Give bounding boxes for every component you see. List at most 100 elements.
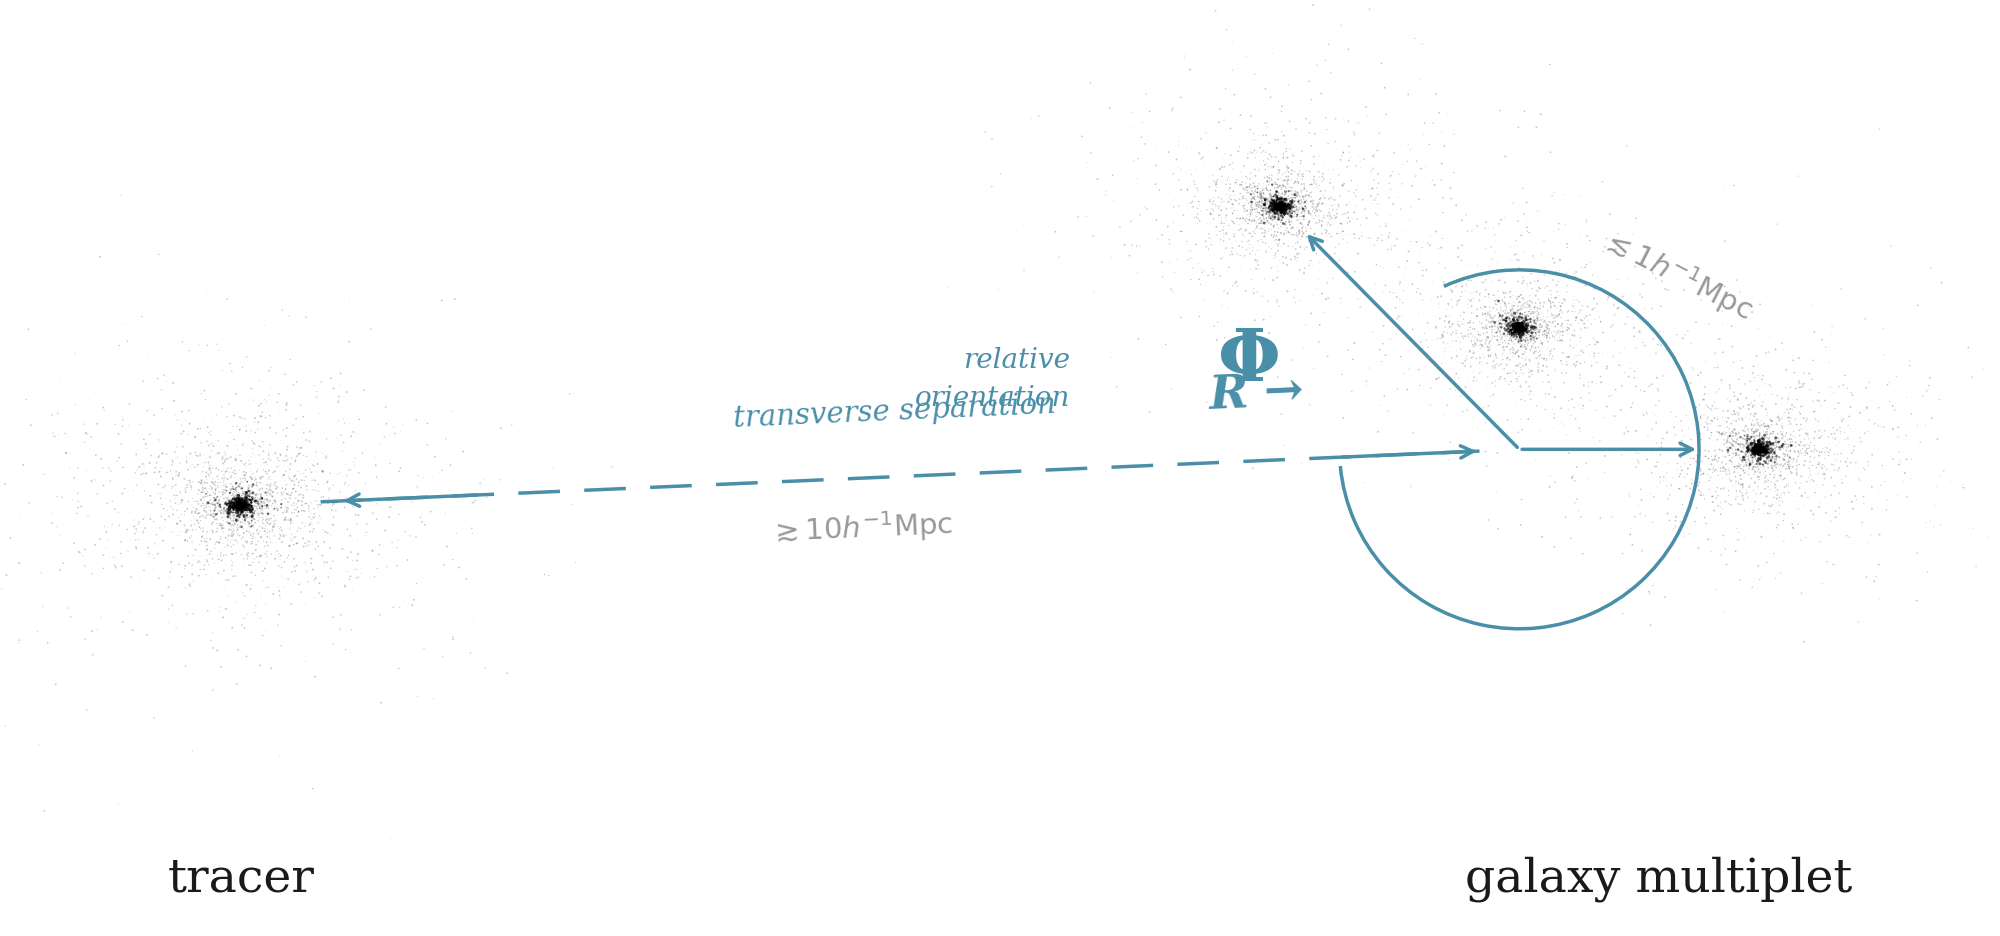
Point <box>142 477 174 492</box>
Point <box>196 515 228 530</box>
Point <box>1764 450 1796 465</box>
Point <box>1668 400 1700 415</box>
Point <box>1580 334 1612 349</box>
Point <box>1262 181 1294 196</box>
Point <box>1764 468 1796 483</box>
Point <box>1408 127 1440 142</box>
Point <box>1470 459 1502 474</box>
Point <box>1278 187 1310 202</box>
Point <box>218 501 250 516</box>
Point <box>1254 194 1286 209</box>
Point <box>266 488 298 503</box>
Point <box>1538 295 1570 310</box>
Point <box>1450 351 1482 366</box>
Point <box>1766 436 1798 451</box>
Point <box>222 491 254 506</box>
Point <box>1536 325 1568 340</box>
Point <box>1502 319 1534 334</box>
Point <box>1250 200 1282 215</box>
Point <box>1740 442 1772 457</box>
Point <box>1646 339 1678 354</box>
Point <box>1290 239 1322 254</box>
Point <box>1270 201 1302 216</box>
Point <box>1216 214 1248 229</box>
Point <box>1492 305 1524 320</box>
Point <box>1262 200 1294 215</box>
Point <box>1236 212 1268 227</box>
Point <box>1270 183 1302 198</box>
Point <box>194 481 226 496</box>
Point <box>270 466 302 481</box>
Point <box>1268 149 1300 164</box>
Point <box>226 519 258 534</box>
Point <box>1270 197 1302 212</box>
Point <box>226 498 258 513</box>
Point <box>134 489 166 504</box>
Point <box>1240 196 1272 211</box>
Point <box>1496 332 1528 347</box>
Point <box>1542 316 1574 331</box>
Point <box>222 518 254 533</box>
Point <box>1924 518 1956 533</box>
Point <box>1254 136 1286 151</box>
Point <box>1560 411 1592 426</box>
Point <box>1504 316 1536 331</box>
Point <box>220 490 252 505</box>
Point <box>1494 323 1526 338</box>
Point <box>1744 445 1776 460</box>
Point <box>250 485 282 500</box>
Point <box>266 534 298 549</box>
Point <box>252 525 284 540</box>
Point <box>158 479 190 494</box>
Point <box>1286 200 1318 215</box>
Point <box>1726 452 1758 467</box>
Point <box>1692 411 1724 426</box>
Point <box>1746 448 1778 463</box>
Point <box>232 516 264 531</box>
Point <box>1490 358 1522 373</box>
Point <box>1260 197 1292 212</box>
Point <box>1258 195 1290 210</box>
Point <box>1256 198 1288 213</box>
Point <box>1262 197 1294 212</box>
Point <box>122 461 154 476</box>
Point <box>1746 436 1778 451</box>
Point <box>1260 199 1292 214</box>
Point <box>1244 190 1276 205</box>
Point <box>1332 159 1364 174</box>
Point <box>1796 372 1828 387</box>
Point <box>1814 443 1846 458</box>
Point <box>1226 174 1258 189</box>
Point <box>1492 318 1524 333</box>
Point <box>1252 210 1284 225</box>
Point <box>242 477 274 492</box>
Point <box>1254 197 1286 212</box>
Point <box>1676 390 1708 405</box>
Point <box>1750 435 1782 450</box>
Point <box>1250 197 1282 212</box>
Point <box>1376 241 1408 256</box>
Point <box>1866 458 1898 473</box>
Point <box>1742 442 1774 457</box>
Point <box>1578 349 1610 364</box>
Point <box>1504 320 1536 335</box>
Point <box>1470 336 1502 351</box>
Point <box>1288 197 1320 212</box>
Point <box>1492 346 1524 361</box>
Point <box>1286 183 1318 198</box>
Point <box>1548 319 1580 334</box>
Point <box>1730 456 1762 471</box>
Point <box>1648 326 1680 341</box>
Point <box>1754 444 1786 459</box>
Point <box>1746 443 1778 458</box>
Point <box>236 531 268 546</box>
Point <box>224 499 256 514</box>
Point <box>1780 412 1812 427</box>
Point <box>1750 439 1782 454</box>
Point <box>174 478 206 493</box>
Point <box>1772 410 1804 425</box>
Point <box>1252 200 1284 215</box>
Point <box>1502 318 1534 333</box>
Point <box>236 471 268 486</box>
Point <box>1744 426 1776 441</box>
